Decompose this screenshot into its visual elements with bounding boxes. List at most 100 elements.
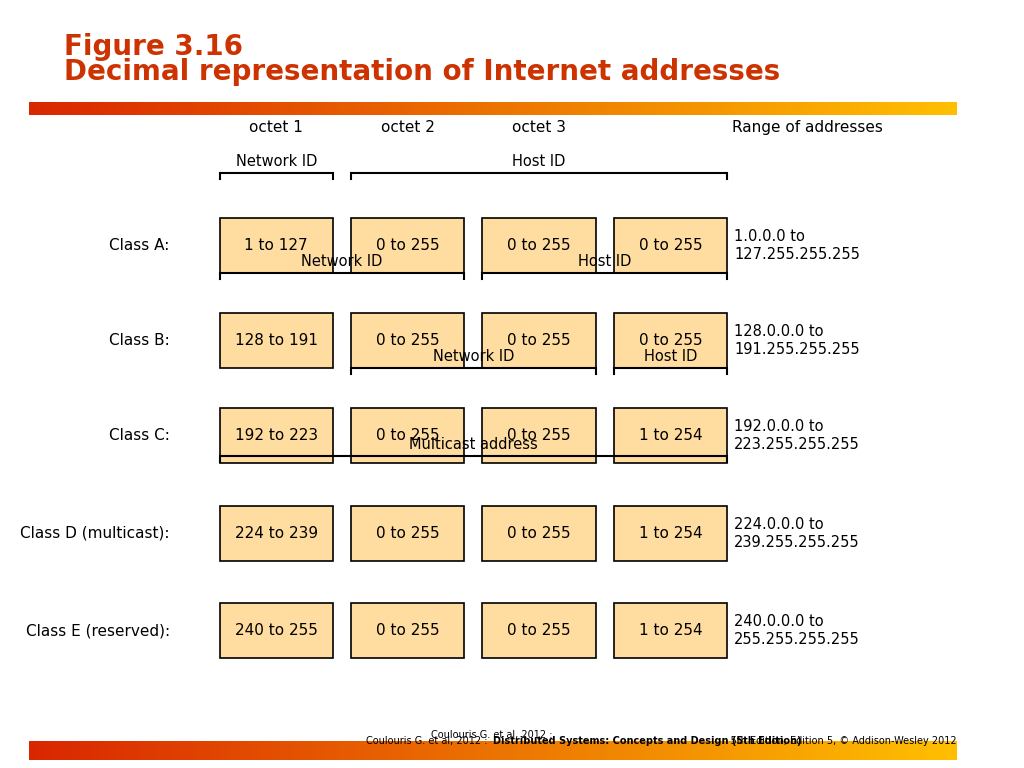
Text: 1 to 127: 1 to 127 (245, 238, 308, 253)
Text: 0 to 255: 0 to 255 (376, 526, 439, 541)
Bar (795, 741, 800, 760)
Bar (591, 102, 595, 115)
Bar (554, 102, 558, 115)
Bar (182, 741, 187, 760)
Bar (358, 741, 364, 760)
Bar (498, 741, 503, 760)
Bar (633, 741, 637, 760)
Bar (61, 102, 67, 115)
Bar (813, 741, 818, 760)
Bar (433, 102, 437, 115)
Bar (317, 102, 322, 115)
Bar (897, 102, 901, 115)
Bar (943, 102, 948, 115)
Bar (545, 741, 549, 760)
Bar (85, 741, 90, 760)
Text: 0 to 255: 0 to 255 (639, 333, 702, 348)
Bar (90, 102, 94, 115)
Text: 192.0.0.0 to
223.255.255.255: 192.0.0.0 to 223.255.255.255 (734, 419, 860, 452)
Bar (910, 741, 915, 760)
Bar (646, 102, 651, 115)
Bar (131, 741, 136, 760)
Bar (930, 741, 934, 760)
Bar (99, 102, 103, 115)
Bar (85, 102, 90, 115)
Bar (349, 102, 354, 115)
Text: 0 to 255: 0 to 255 (376, 238, 439, 253)
Bar (800, 102, 804, 115)
Bar (767, 102, 772, 115)
Bar (869, 741, 873, 760)
Bar (809, 102, 813, 115)
Bar (734, 102, 739, 115)
Bar (336, 102, 340, 115)
FancyBboxPatch shape (482, 313, 596, 368)
Bar (382, 741, 387, 760)
Bar (248, 102, 252, 115)
Bar (160, 741, 164, 760)
Bar (725, 102, 730, 115)
Text: octet 1: octet 1 (249, 120, 303, 135)
Bar (530, 741, 535, 760)
Bar (549, 741, 554, 760)
Bar (795, 102, 800, 115)
Bar (358, 102, 364, 115)
Bar (164, 741, 169, 760)
Bar (725, 741, 730, 760)
Bar (860, 102, 864, 115)
Bar (655, 741, 660, 760)
Bar (906, 102, 910, 115)
Bar (762, 741, 767, 760)
FancyBboxPatch shape (613, 603, 727, 658)
Bar (484, 102, 488, 115)
Bar (364, 102, 368, 115)
Bar (446, 102, 452, 115)
Bar (39, 102, 43, 115)
Bar (479, 102, 484, 115)
Bar (804, 102, 809, 115)
Bar (285, 102, 289, 115)
Bar (841, 102, 846, 115)
Bar (400, 741, 406, 760)
FancyBboxPatch shape (219, 313, 333, 368)
Bar (424, 741, 428, 760)
Bar (609, 102, 614, 115)
Bar (466, 102, 470, 115)
Bar (345, 741, 349, 760)
Bar (442, 102, 446, 115)
Bar (781, 102, 785, 115)
Bar (312, 741, 317, 760)
Bar (679, 741, 683, 760)
Bar (76, 741, 81, 760)
Bar (604, 102, 609, 115)
Bar (563, 741, 567, 760)
Bar (261, 741, 266, 760)
Bar (197, 102, 201, 115)
Bar (670, 741, 674, 760)
Text: 1 to 254: 1 to 254 (639, 526, 702, 541)
Bar (136, 102, 140, 115)
Bar (716, 102, 721, 115)
Text: Host ID: Host ID (512, 154, 565, 169)
Bar (294, 102, 298, 115)
Bar (437, 102, 442, 115)
Bar (452, 741, 456, 760)
Bar (837, 741, 841, 760)
Bar (651, 102, 655, 115)
Bar (582, 102, 586, 115)
Bar (99, 741, 103, 760)
Text: Class E (reserved):: Class E (reserved): (26, 623, 170, 638)
Bar (600, 102, 604, 115)
FancyBboxPatch shape (219, 603, 333, 658)
Bar (377, 102, 382, 115)
Text: 0 to 255: 0 to 255 (507, 526, 570, 541)
Bar (354, 741, 358, 760)
Bar (512, 102, 516, 115)
Bar (270, 102, 275, 115)
Bar (219, 102, 224, 115)
Bar (776, 102, 781, 115)
Bar (633, 102, 637, 115)
Bar (488, 741, 494, 760)
Bar (818, 741, 822, 760)
Bar (702, 741, 707, 760)
